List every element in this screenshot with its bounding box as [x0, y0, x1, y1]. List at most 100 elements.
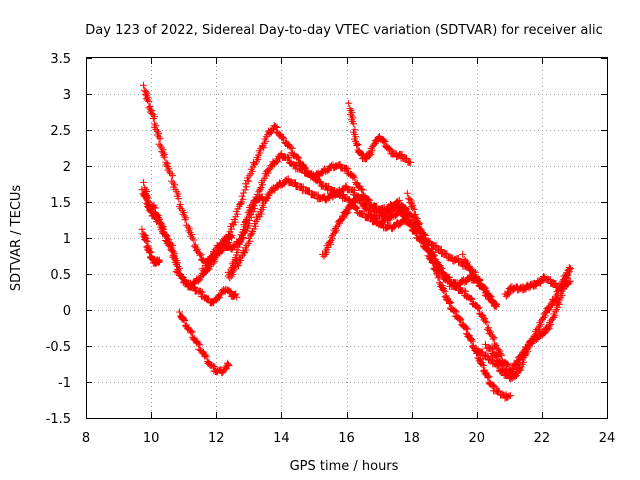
data-point	[194, 340, 202, 348]
chart-title: Day 123 of 2022, Sidereal Day-to-day VTE…	[85, 23, 602, 38]
data-point	[190, 236, 198, 244]
data-point	[175, 266, 183, 274]
data-point	[484, 374, 492, 382]
data-point	[474, 277, 482, 285]
data-point	[156, 218, 164, 226]
data-point	[154, 257, 162, 265]
data-point	[299, 183, 307, 191]
y-tick-label: 3.5	[50, 52, 71, 67]
data-point	[169, 172, 177, 180]
data-point	[203, 260, 211, 268]
data-point	[359, 186, 367, 194]
data-point	[270, 185, 278, 193]
data-point	[144, 96, 152, 104]
data-point	[567, 264, 575, 272]
data-point	[202, 261, 210, 269]
data-point	[493, 353, 501, 361]
data-point	[237, 200, 245, 208]
data-point	[495, 387, 503, 395]
data-point	[474, 305, 482, 313]
data-point	[258, 196, 266, 204]
data-point	[349, 173, 357, 181]
data-point	[272, 123, 280, 131]
data-point	[256, 185, 264, 193]
data-point	[203, 263, 211, 271]
data-point	[489, 297, 497, 305]
data-point	[489, 335, 497, 343]
series-sat-k	[345, 99, 415, 166]
data-point	[459, 250, 467, 258]
data-point	[181, 216, 189, 224]
data-point	[426, 238, 434, 246]
data-point	[240, 189, 248, 197]
data-point	[445, 299, 453, 307]
data-point	[169, 179, 177, 187]
data-point	[345, 99, 353, 107]
y-tick-labels: -1.5 -1 -0.5 0 0.5 1 1.5 2 2.5 3 3.5	[46, 52, 71, 427]
series-sat-f	[198, 122, 410, 275]
data-point	[481, 317, 489, 325]
data-point	[506, 392, 514, 400]
data-point	[204, 256, 212, 264]
data-point	[462, 287, 470, 295]
data-markers	[138, 81, 575, 402]
data-point	[159, 152, 167, 160]
data-point	[168, 177, 176, 185]
data-point	[146, 249, 154, 257]
data-point	[344, 165, 352, 173]
y-tick-label: 1.5	[50, 196, 71, 211]
x-tick-labels: 8 10 12 14 16 18 20 22 24	[82, 431, 615, 446]
y-tick-label: -1.5	[46, 412, 71, 427]
data-point	[241, 186, 249, 194]
data-point	[196, 341, 204, 349]
x-tick-label: 8	[82, 431, 90, 446]
data-point	[196, 251, 204, 259]
data-point	[350, 120, 358, 128]
data-point	[444, 274, 452, 282]
series-sat-j	[319, 194, 514, 402]
data-point	[492, 303, 500, 311]
data-point	[478, 361, 486, 369]
data-point	[415, 221, 423, 229]
data-point	[239, 195, 247, 203]
data-point	[229, 242, 237, 250]
data-point	[237, 253, 245, 261]
data-point	[218, 240, 226, 248]
x-tick-label: 22	[534, 431, 551, 446]
data-point	[245, 177, 253, 185]
data-point	[145, 97, 153, 105]
data-point	[392, 210, 400, 218]
data-point	[156, 135, 164, 143]
data-point	[187, 329, 195, 337]
data-point	[248, 229, 256, 237]
data-point	[155, 133, 163, 141]
data-point	[407, 158, 415, 166]
data-point	[182, 278, 190, 286]
data-point	[395, 220, 403, 227]
y-tick-label: -1	[58, 376, 71, 391]
data-point	[170, 252, 178, 260]
data-point	[273, 124, 281, 131]
data-point	[389, 222, 397, 230]
data-point	[353, 142, 361, 149]
data-point	[352, 205, 360, 212]
data-point	[208, 255, 216, 262]
data-point	[175, 308, 183, 316]
data-point	[358, 185, 366, 193]
data-point	[435, 272, 443, 280]
data-point	[168, 247, 176, 255]
data-point	[440, 286, 448, 294]
data-point	[335, 160, 343, 168]
data-point	[437, 263, 445, 271]
data-point	[368, 204, 376, 212]
data-point	[210, 248, 218, 255]
data-point	[468, 295, 476, 303]
y-tick-label: 2	[63, 160, 71, 175]
data-point	[482, 287, 490, 295]
axis-ticks	[86, 58, 608, 419]
data-point	[452, 282, 460, 290]
data-point	[226, 232, 234, 240]
data-point	[378, 220, 386, 228]
data-point	[279, 134, 287, 142]
